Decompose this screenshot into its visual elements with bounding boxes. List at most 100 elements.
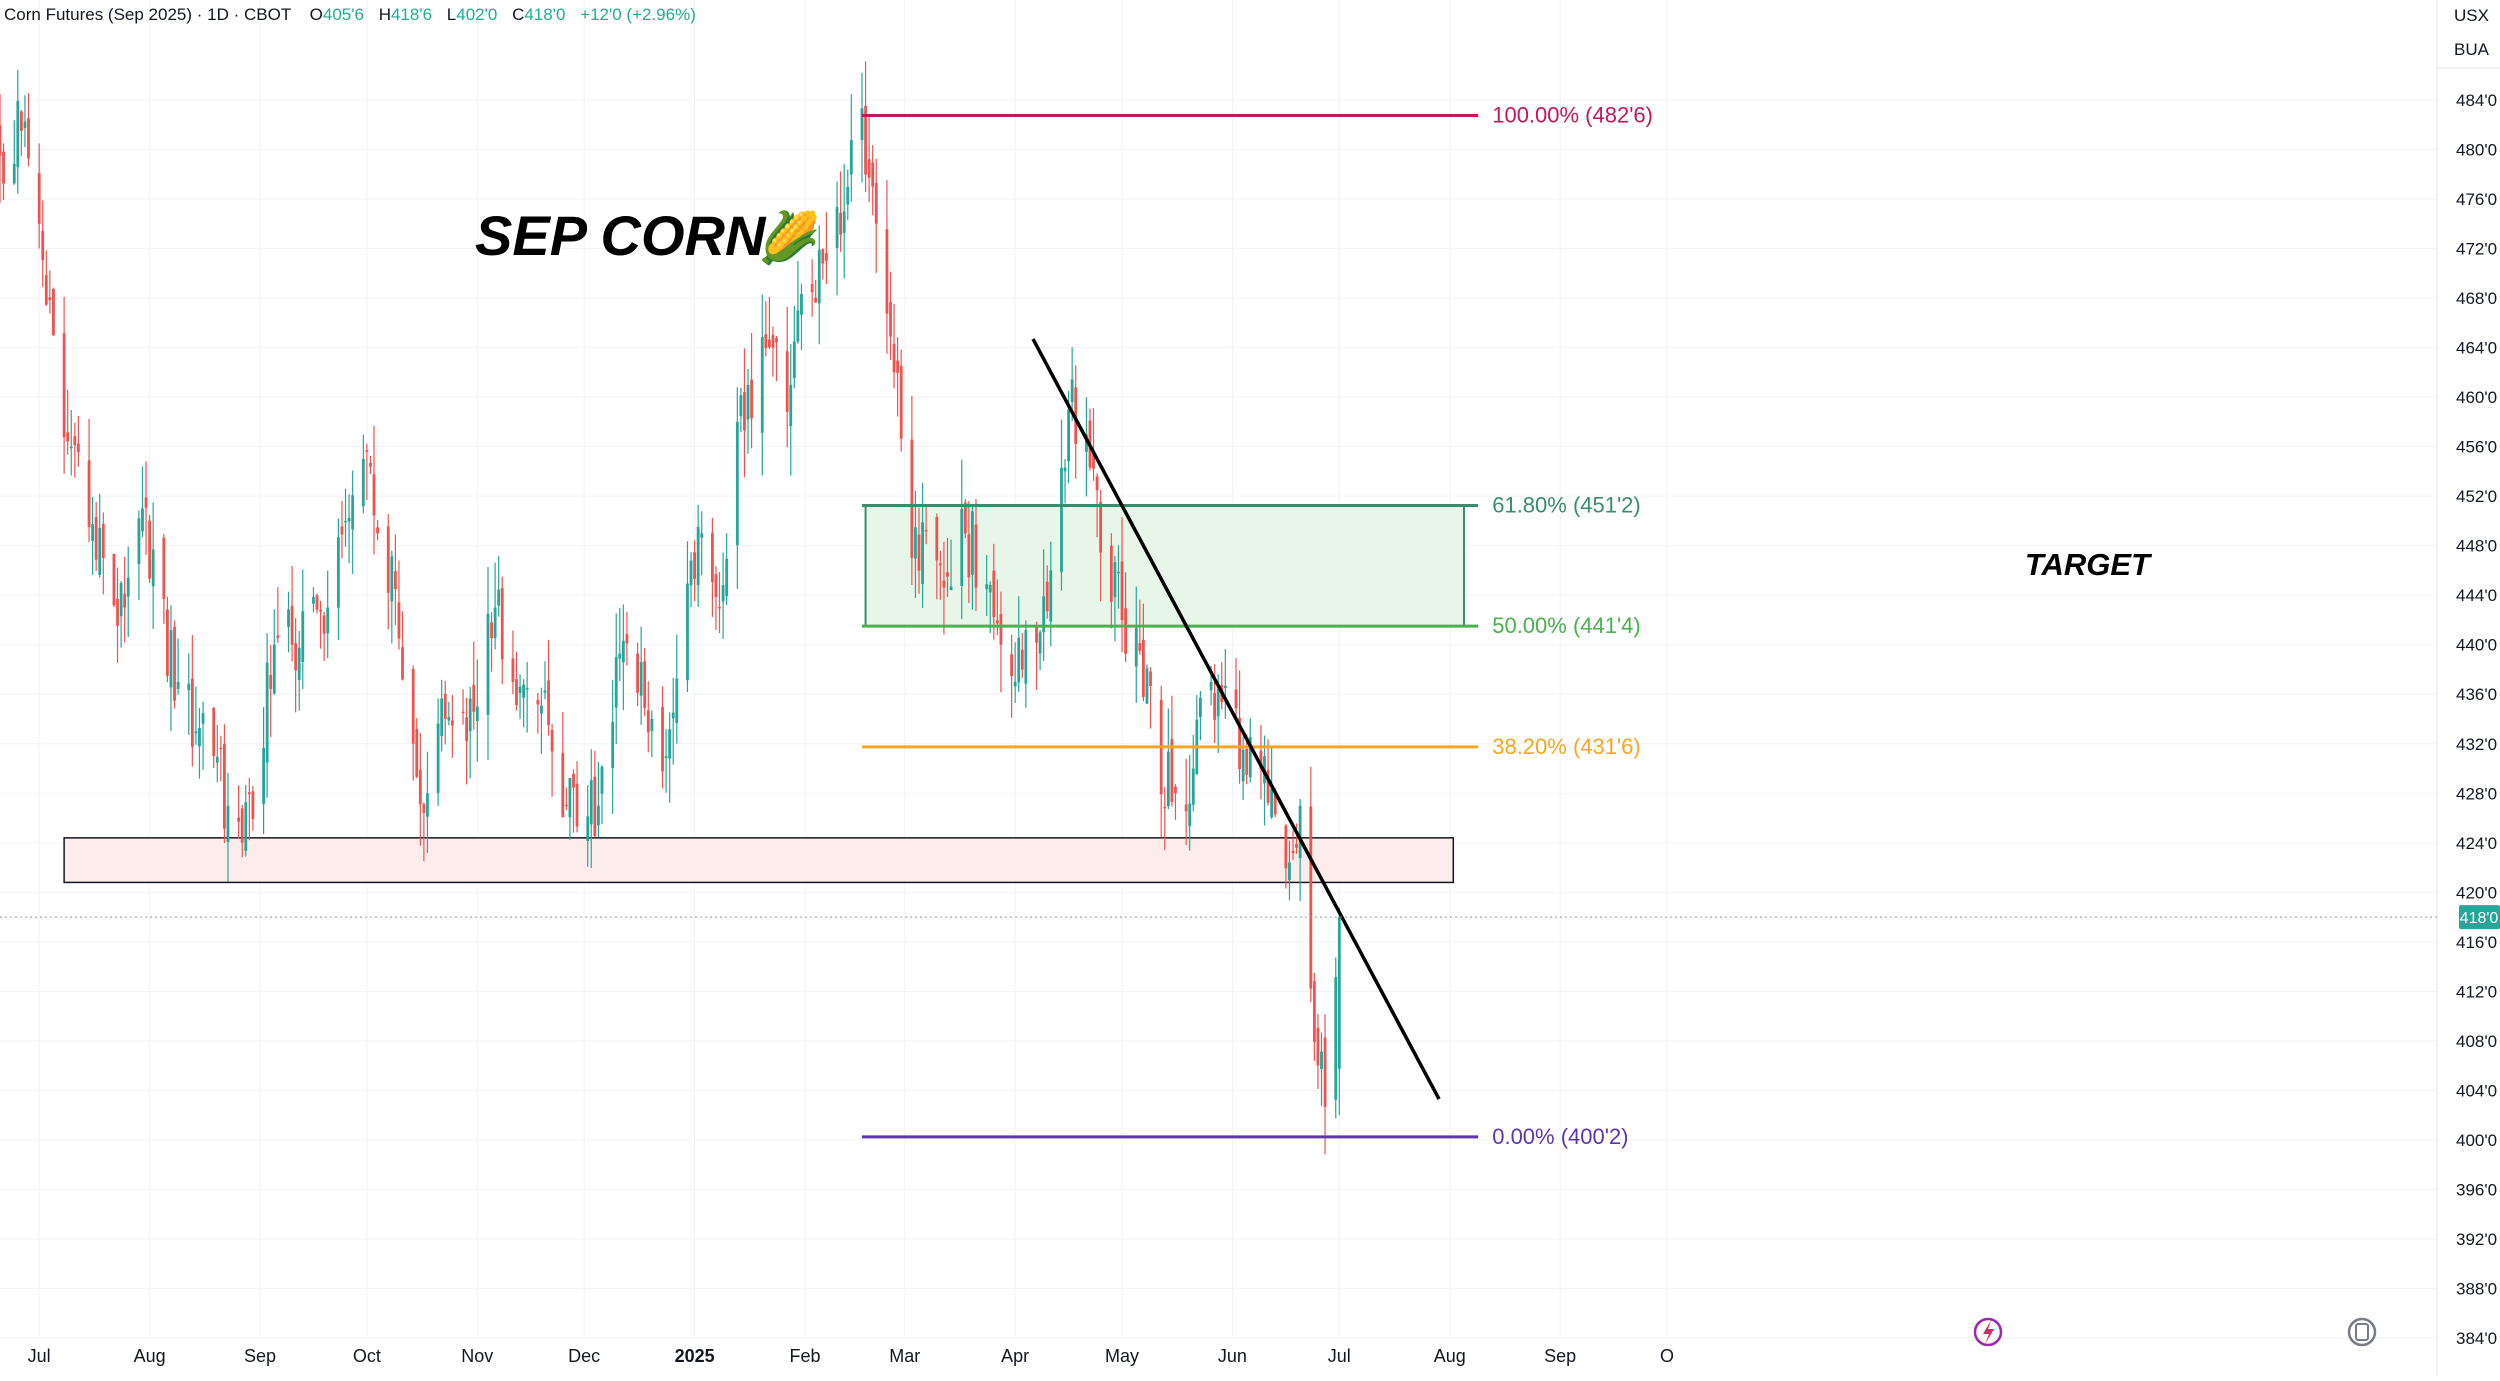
y-tick-label: 408'0 [2456, 1032, 2497, 1051]
candle-body-down [276, 635, 280, 638]
y-tick-label: 384'0 [2456, 1329, 2497, 1348]
candle-body-up [1038, 632, 1042, 654]
support-zone [63, 837, 1455, 884]
candle-body-down [967, 534, 971, 578]
candle-body-down [94, 517, 98, 560]
lightning-icon[interactable] [1973, 1317, 2003, 1347]
candle-body-down [963, 502, 967, 534]
candle-body-down [515, 678, 518, 705]
candle-body-down [1323, 1037, 1327, 1107]
candle-body-up [91, 524, 95, 541]
candle-body-up [949, 586, 953, 590]
candle-body-up [312, 596, 315, 604]
candle-body-down [237, 817, 241, 822]
candle-body-down [935, 517, 939, 561]
candle-body-down [62, 333, 66, 438]
high-label: H [379, 5, 391, 24]
candle-body-down [1266, 769, 1270, 803]
candle-body-up [568, 777, 572, 818]
candle-body-up [1063, 467, 1067, 472]
candle-body-up [735, 421, 739, 546]
candle-body-up [1298, 805, 1302, 859]
candle-body-down [750, 379, 753, 419]
candle-body-up [1070, 379, 1074, 402]
y-tick-label: 452'0 [2456, 487, 2497, 506]
candle-body-up [689, 560, 693, 586]
candle-body-down [775, 337, 778, 343]
fib-level-label: 0.00% (400'2) [1492, 1124, 1628, 1149]
unit-label[interactable]: BUA [2454, 40, 2490, 59]
y-tick-label: 484'0 [2456, 91, 2497, 110]
price-axis[interactable]: 384'0 388'0 392'0 396'0 400'0 404'0 408'0 412'0… [2456, 91, 2497, 1348]
candle-body-down [319, 609, 322, 612]
y-tick-label: 388'0 [2456, 1279, 2497, 1298]
y-tick-label: 436'0 [2456, 685, 2497, 704]
replay-icon[interactable] [2347, 1317, 2377, 1347]
candle-body-down [1020, 649, 1024, 670]
candle-body-up [361, 459, 365, 507]
candle-body-down [418, 769, 422, 805]
currency-label[interactable]: USX [2454, 6, 2489, 25]
candle-body-down [1163, 806, 1167, 809]
candle-body-up [760, 336, 764, 433]
candle-body-down [2, 151, 5, 184]
legend: Corn Futures (Sep 2025) · 1D · CBOT O405… [4, 5, 696, 24]
candle-body-up [344, 520, 347, 523]
candle-body-down [87, 460, 91, 528]
candle-body-down [1120, 561, 1124, 620]
candle-body-down [19, 111, 23, 131]
x-tick-label: Apr [1001, 1346, 1029, 1366]
candle-body-up [540, 705, 543, 714]
candle-body-up [262, 747, 265, 805]
candle-body-down [465, 717, 469, 742]
candle-body-up [326, 607, 330, 634]
y-tick-label: 412'0 [2456, 982, 2497, 1001]
candle-body-up [1248, 737, 1252, 778]
candle-body-up [686, 583, 689, 681]
x-tick-label: Mar [889, 1346, 920, 1366]
time-axis[interactable]: Jul Aug Sep Oct Nov Dec 2025 Feb Mar Apr May Jun Jul… [28, 1346, 1674, 1366]
candle-body-up [650, 719, 654, 731]
candle-body-down [924, 529, 928, 532]
candle-body-up [347, 517, 351, 522]
candle-body-up [914, 527, 917, 559]
candle-body-down [48, 297, 52, 301]
candle-body-down [116, 598, 119, 626]
high-value: 418'6 [391, 5, 432, 24]
candle-body-down [144, 497, 148, 508]
fib-level-label: 38.20% (431'6) [1492, 734, 1641, 759]
candle-body-down [999, 614, 1003, 645]
candle-body-down [771, 334, 775, 348]
candle-body-up [1337, 917, 1341, 1069]
y-tick-label: 476'0 [2456, 190, 2497, 209]
candle-body-down [401, 647, 404, 680]
candle-body-up [69, 446, 73, 449]
candle-body-down [1184, 804, 1188, 812]
candle-body-up [1188, 803, 1192, 827]
candle-body-down [1142, 639, 1145, 697]
candle-body-up [486, 613, 490, 715]
candle-body-up [1117, 571, 1120, 574]
candle-body-down [101, 523, 105, 559]
fib-level-label: 61.80% (451'2) [1492, 492, 1641, 517]
candle-body-down [422, 803, 426, 813]
candle-body-down [896, 360, 900, 373]
candle-body-down [240, 808, 244, 843]
last-price-tag [2459, 905, 2500, 930]
candle-body-up [436, 723, 440, 793]
y-tick-label: 456'0 [2456, 438, 2497, 457]
candle-body-up [789, 384, 793, 427]
candle-body-down [564, 804, 568, 807]
candle-body-down [461, 711, 465, 714]
candle-body-down [718, 606, 721, 609]
candle-body-down [693, 552, 696, 580]
candle-body-up [988, 584, 992, 593]
x-tick-label: Sep [1544, 1346, 1576, 1366]
candle-body-up [1198, 697, 1202, 718]
target-zone [864, 504, 1465, 628]
candle-body-down [219, 747, 223, 750]
candle-body-up [842, 211, 846, 233]
candle-body-up [1288, 862, 1291, 881]
candle-body-down [839, 212, 843, 235]
